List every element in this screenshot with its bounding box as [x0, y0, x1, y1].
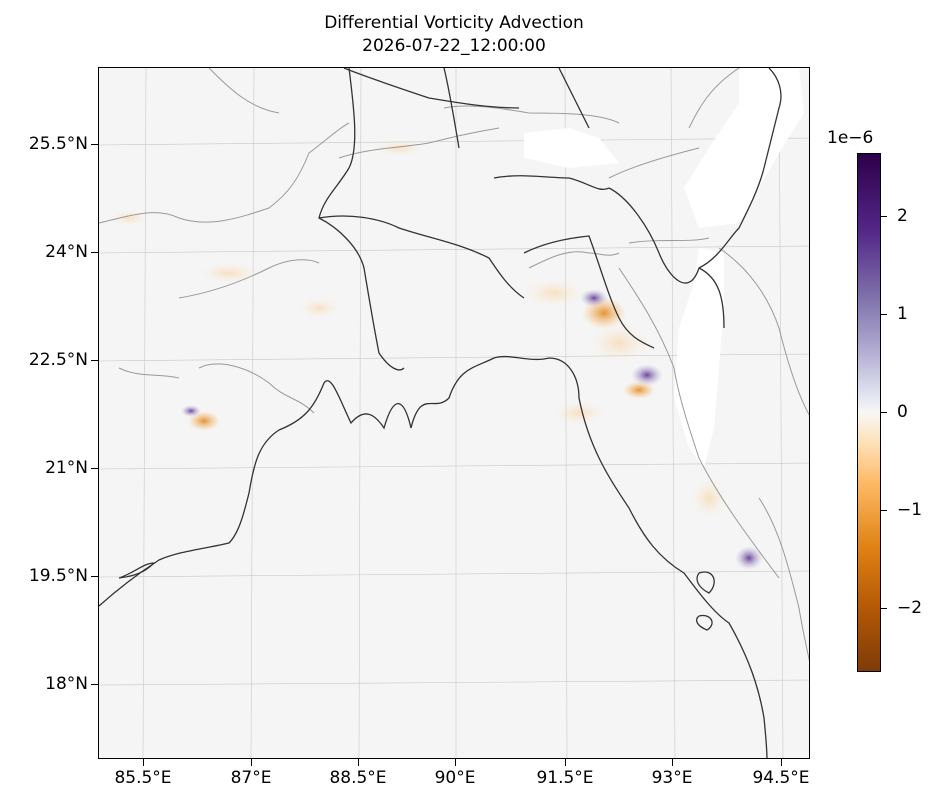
colorbar-exponent: 1e−6 [827, 128, 874, 148]
map-subtitle: 2026-07-22_12:00:00 [362, 36, 546, 56]
colorbar-tick [881, 412, 887, 413]
colorbar-tick [881, 608, 887, 609]
lon-label: 94.5°E [752, 768, 810, 788]
graticule [99, 68, 809, 758]
lat-label: 18°N [45, 674, 88, 694]
lat-label: 21°N [45, 458, 88, 478]
colorbar-label: 0 [897, 402, 908, 422]
colorbar-label: −2 [897, 598, 923, 618]
lon-label: 88.5°E [329, 768, 387, 788]
colorbar-label: 1 [897, 304, 908, 324]
lon-tick [672, 759, 673, 766]
lon-label: 85.5°E [114, 768, 172, 788]
lon-tick [251, 759, 252, 766]
admin-borders [99, 68, 809, 662]
lon-label: 90°E [434, 768, 476, 788]
lon-label: 91.5°E [536, 768, 594, 788]
lon-tick [143, 759, 144, 766]
lon-tick [358, 759, 359, 766]
lon-label: 87°E [230, 768, 272, 788]
colorbar-label: −1 [897, 500, 923, 520]
colorbar-tick [881, 510, 887, 511]
missing-data-regions [524, 68, 804, 468]
map-panel[interactable] [98, 67, 810, 759]
colorbar [857, 153, 881, 672]
lat-tick [91, 144, 98, 145]
lat-label: 24°N [45, 242, 88, 262]
lon-tick [455, 759, 456, 766]
lat-tick [91, 468, 98, 469]
map-title: Differential Vorticity Advection [324, 13, 584, 33]
lat-tick [91, 684, 98, 685]
colorbar-tick [881, 314, 887, 315]
colorbar-label: 2 [897, 206, 908, 226]
lat-label: 22.5°N [28, 350, 88, 370]
lon-tick [565, 759, 566, 766]
colorbar-tick [881, 216, 887, 217]
lat-label: 19.5°N [28, 566, 88, 586]
vorticity-field-map [99, 68, 809, 758]
lat-label: 25.5°N [28, 134, 88, 154]
lat-tick [91, 360, 98, 361]
coastline [99, 68, 782, 758]
lon-label: 93°E [651, 768, 693, 788]
lon-tick [781, 759, 782, 766]
vorticity-anomalies [111, 140, 763, 570]
lat-tick [91, 252, 98, 253]
lat-tick [91, 576, 98, 577]
